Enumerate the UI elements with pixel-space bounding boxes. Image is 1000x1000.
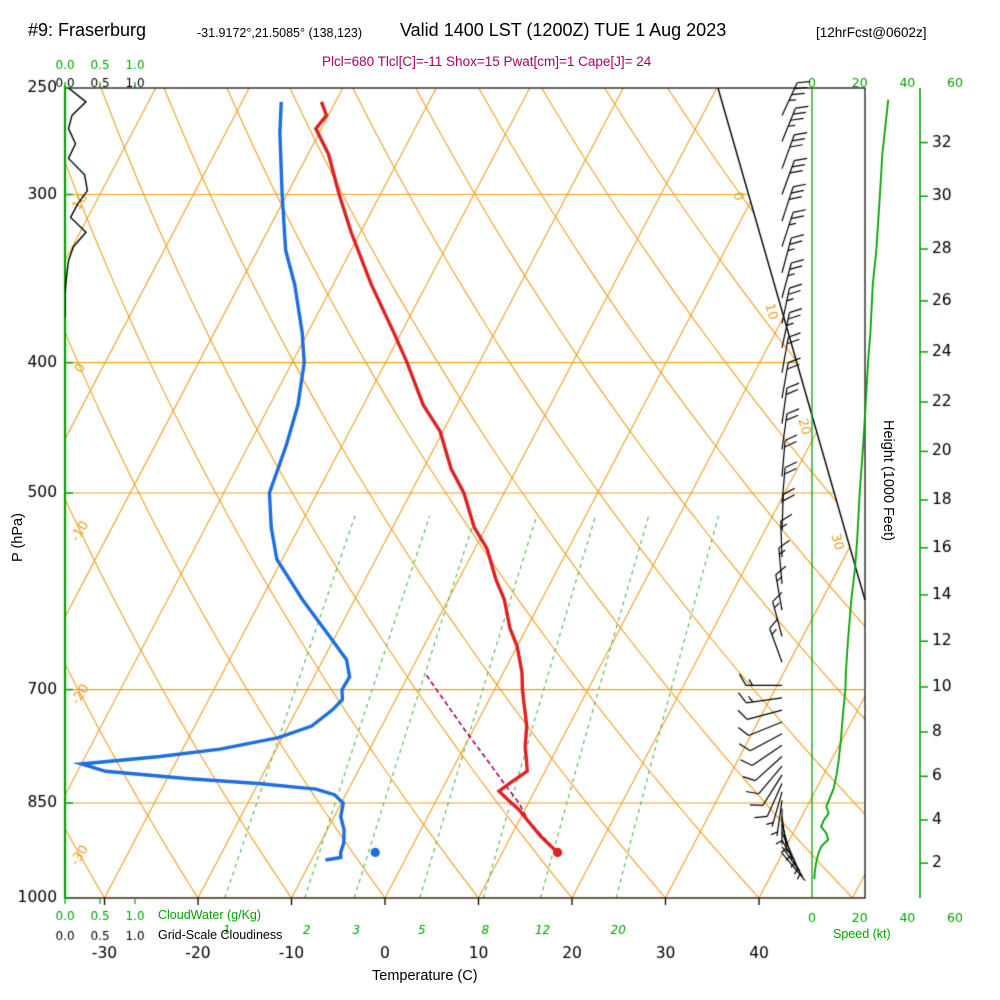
sounding-chart: #9: Fraserburg -31.9172°,21.5085° (138,1… xyxy=(0,0,1000,1000)
skewt-sounding-canvas xyxy=(0,0,1000,1000)
